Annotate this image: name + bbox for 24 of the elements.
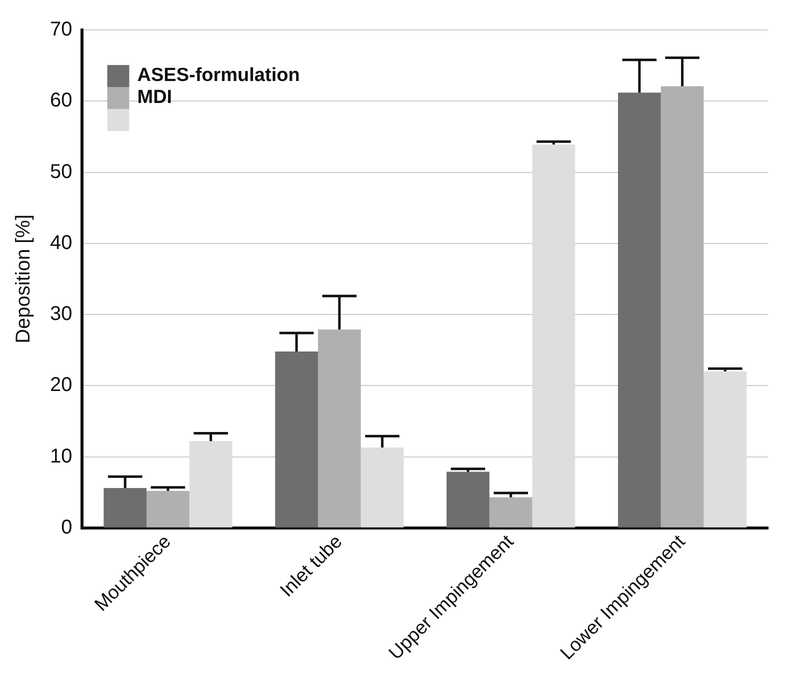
bar [360,448,404,528]
bar [532,144,576,528]
bar [660,86,704,528]
y-tick-label: 40 [50,232,72,254]
y-axis-title: Deposition [%] [12,214,35,344]
y-tick-label: 20 [50,374,72,396]
y-tick-label: 0 [61,516,72,538]
bar [446,472,490,528]
y-tick-label: 70 [50,18,72,41]
y-tick-label: 50 [50,160,72,183]
bar [275,351,318,528]
legend-label: MDI [137,87,172,108]
y-tick-label: 30 [50,303,72,326]
bar [618,92,661,528]
legend-label: ASES-formulation [137,65,300,86]
bar [189,441,232,528]
x-tick-label: Inlet tube [276,531,347,602]
bar [104,488,147,528]
bar [318,329,361,528]
bar [704,371,747,528]
bar [489,497,532,528]
y-tick-label: 10 [50,445,72,468]
y-tick-label: 60 [50,90,72,112]
bar [146,490,190,528]
